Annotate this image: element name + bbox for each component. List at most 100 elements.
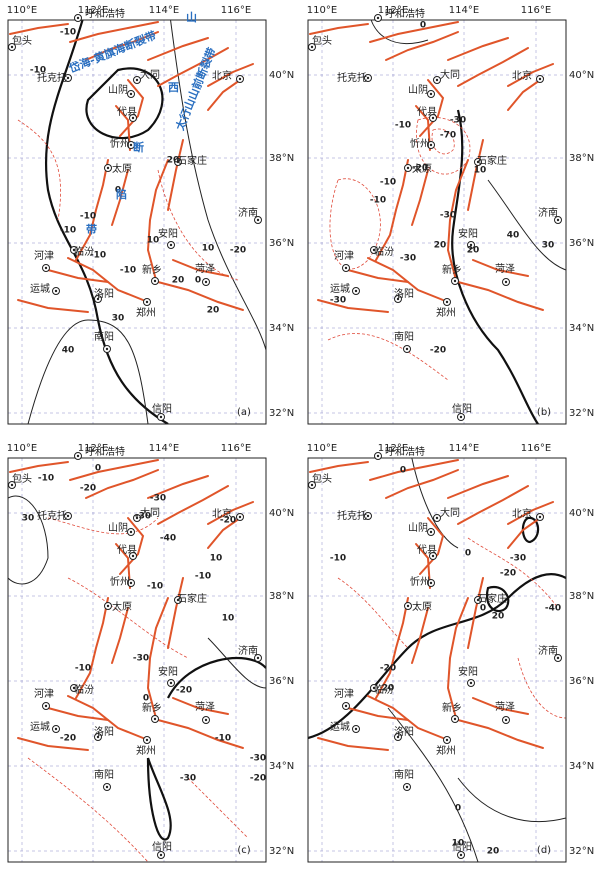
- latitude-label: 32°N: [569, 408, 594, 419]
- city-marker-core: [129, 530, 133, 534]
- fault-line: [457, 485, 529, 525]
- city-marker-core: [504, 280, 508, 284]
- city-name: 山阴: [108, 84, 128, 96]
- city-marker-core: [556, 218, 560, 222]
- city-marker-core: [66, 76, 70, 80]
- city-name: 大同: [140, 68, 160, 81]
- map-panel: 110°E 112°E 114°E 116°E 40°N 38°N 36°N 34°N 32°N…: [7, 5, 294, 425]
- latitude-label: 34°N: [269, 323, 294, 334]
- city-marker-core: [538, 77, 542, 81]
- fault-line: [172, 697, 229, 715]
- fault-line: [411, 607, 429, 664]
- fault-line: [157, 719, 244, 749]
- fault-line: [467, 139, 484, 211]
- city-name: 菏泽: [495, 701, 515, 713]
- city-marker-core: [131, 116, 135, 120]
- city-name: 石家庄: [477, 154, 507, 167]
- contour-label: 20: [434, 241, 447, 251]
- city-marker-core: [153, 279, 157, 283]
- contour-label: 0: [455, 804, 461, 814]
- city-name: 菏泽: [495, 263, 515, 275]
- fault-line: [157, 485, 229, 525]
- city-marker-core: [476, 598, 480, 602]
- contour-label: -10: [215, 734, 231, 744]
- city-name: 新乡: [142, 263, 162, 276]
- contour-line: [327, 333, 449, 381]
- city-name: 忻州: [410, 137, 430, 150]
- city-marker-core: [376, 16, 380, 20]
- longitude-label: 112°E: [378, 5, 408, 16]
- city-name: 托克托: [37, 71, 67, 84]
- city-name: 包头: [12, 34, 32, 47]
- fault-line: [47, 269, 109, 283]
- city-name: 呼和浩特: [85, 446, 125, 458]
- fault-line: [9, 461, 69, 473]
- contour-line: [167, 656, 266, 699]
- city-name: 大同: [440, 506, 460, 519]
- panel-label: (d): [537, 845, 551, 856]
- city-name: 太原: [412, 600, 432, 613]
- contour-label: 20: [467, 246, 480, 256]
- contour-label: -10: [75, 664, 91, 674]
- city-marker-core: [76, 16, 80, 20]
- city-name: 包头: [312, 472, 332, 485]
- city-marker-core: [72, 248, 76, 252]
- fault-line: [375, 597, 409, 699]
- map-body: [308, 20, 566, 424]
- contour-label: -10: [195, 572, 211, 582]
- city-marker-core: [504, 718, 508, 722]
- city-name: 信阳: [152, 841, 172, 853]
- city-name: 代县: [117, 106, 137, 118]
- longitude-label: 116°E: [521, 443, 551, 454]
- fault-line: [446, 159, 469, 281]
- fault-line: [75, 159, 109, 261]
- latitude-label: 32°N: [269, 408, 294, 419]
- city-name: 济南: [538, 206, 558, 219]
- fault-line: [507, 77, 544, 111]
- city-name: 新乡: [142, 701, 162, 714]
- fault-annotation: 西: [168, 81, 179, 94]
- city-marker-core: [129, 581, 133, 585]
- map-body: [8, 20, 266, 424]
- fault-annotation: 山: [186, 10, 197, 24]
- city-name: 托克托: [37, 509, 67, 522]
- city-name: 运城: [30, 721, 50, 733]
- contour-line: [67, 577, 189, 659]
- city-name: 新乡: [442, 263, 462, 276]
- contour-label: -20: [176, 686, 192, 696]
- fault-line: [367, 695, 449, 741]
- fault-line: [115, 105, 131, 151]
- fault-line: [317, 299, 389, 313]
- map-body: [8, 458, 266, 862]
- city-name: 安阳: [158, 227, 178, 240]
- contour-label: 20: [382, 684, 395, 694]
- city-name: 郑州: [136, 744, 156, 757]
- city-name: 济南: [238, 206, 258, 219]
- contour-line: [27, 319, 149, 424]
- city-name: 临汾: [74, 683, 94, 696]
- fault-line: [347, 707, 409, 721]
- contour-label: 10: [210, 554, 223, 564]
- city-marker-core: [169, 681, 173, 685]
- contour-line: [17, 119, 61, 221]
- city-marker-core: [96, 735, 100, 739]
- city-marker-core: [435, 516, 439, 520]
- contour-label: -30: [135, 512, 151, 522]
- city-marker-core: [366, 514, 370, 518]
- latitude-label: 40°N: [569, 70, 594, 81]
- contour-label: 0: [95, 464, 101, 474]
- contour-label: 20: [487, 847, 500, 857]
- contour-label: 40: [507, 231, 520, 241]
- fault-line: [369, 21, 459, 43]
- longitude-label: 114°E: [449, 443, 479, 454]
- map-body: [308, 458, 566, 862]
- city-marker-core: [310, 483, 314, 487]
- contour-label: -30: [250, 754, 266, 764]
- latitude-label: 36°N: [569, 238, 594, 249]
- fault-line: [375, 159, 409, 261]
- city-name: 安阳: [458, 227, 478, 240]
- city-name: 南阳: [94, 330, 114, 343]
- city-marker-core: [354, 289, 358, 293]
- contour-label: 30: [542, 241, 555, 251]
